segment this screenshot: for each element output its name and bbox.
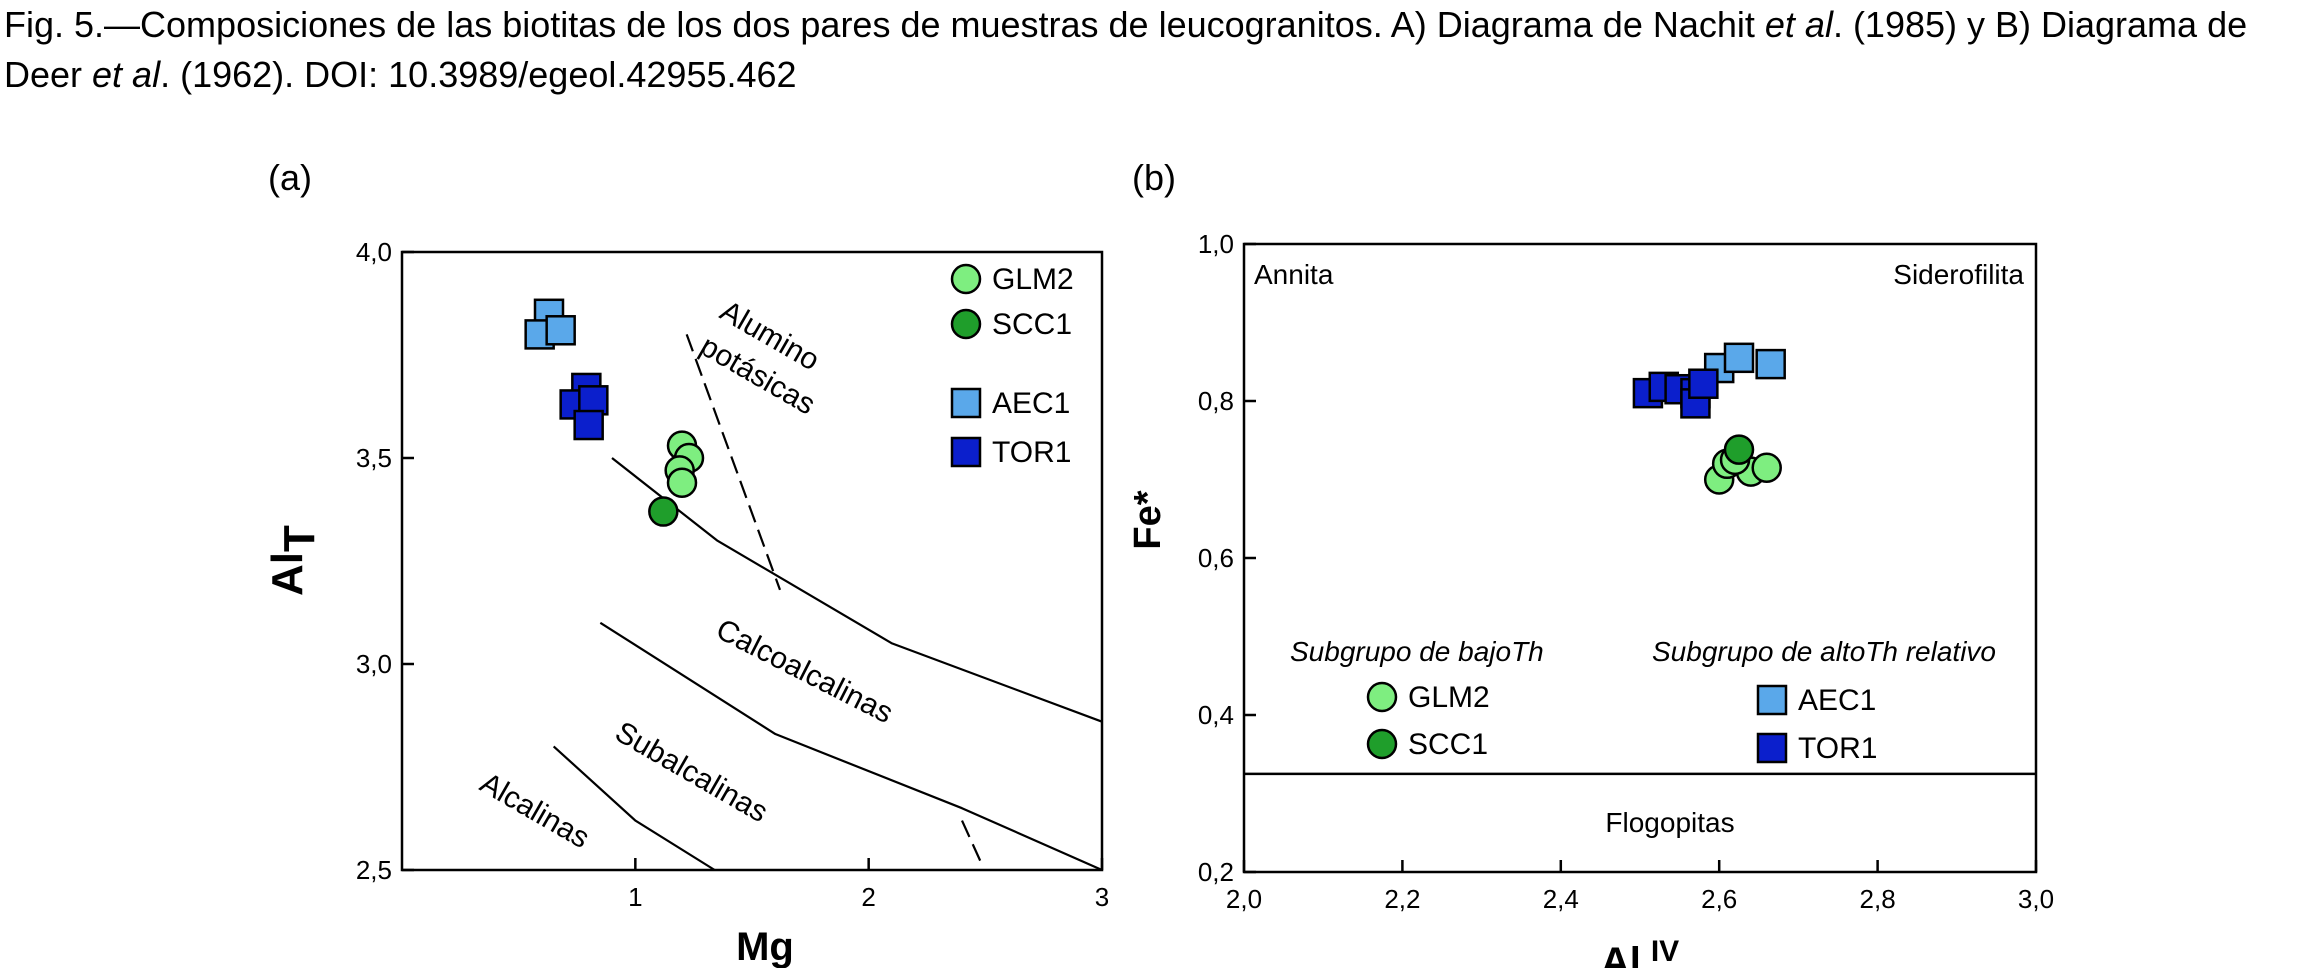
panel-a-points (524, 298, 705, 527)
legend-group-title-high-th: Subgrupo de altoTh relativo (1652, 636, 1996, 667)
panel-b-x-tick-label-2: 2,4 (1543, 884, 1579, 914)
panel-b-y-tick-label-2: 0,6 (1198, 543, 1234, 573)
region-label-subalcalinas: Subalcalinas (610, 715, 774, 829)
panel-a-legend-glm2-marker-point-0 (950, 263, 982, 295)
boundary-line-3 (685, 334, 782, 591)
panel-b-legend-glm2-label: GLM2 (1408, 681, 1490, 714)
panel-b-frame (1242, 242, 2038, 874)
panel-a-tor1-point-3 (573, 409, 604, 441)
region-label-alcalinas: Alcalinas (475, 766, 595, 855)
panel-a-ticks: 1 2 3 2,5 3,0 3,5 4,0 (356, 237, 1109, 912)
panel-a-legend: GLM2 SCC1 AEC1 TOR1 (950, 263, 1074, 469)
panel-a-ylabel-sub: T (275, 525, 324, 552)
panel-b-xlabel-main: Al (1601, 940, 1641, 968)
panel-b-legend-scc1-marker-point-0 (1366, 728, 1398, 760)
panel-a-label: (a) (268, 157, 312, 198)
corner-label-siderofilita: Siderofilita (1893, 259, 2024, 290)
region-label-flogopitas: Flogopitas (1605, 807, 1734, 838)
caption-part-3: . (1962). DOI: 10.3989/egeol.42955.462 (160, 54, 797, 95)
panel-a-x-tick-label-2: 3 (1095, 882, 1109, 912)
panel-a-ylabel: AlT (263, 525, 324, 596)
panel-a-frame (400, 250, 1104, 872)
panel-b-legend-glm2-marker-point-0 (1366, 681, 1398, 713)
panel-b-x-tick-label-4: 2,8 (1860, 884, 1896, 914)
panel-b-xlabel: Al IV (1601, 935, 1679, 968)
panel-b-x-tick-label-5: 3,0 (2018, 884, 2054, 914)
legend-group-title-low-th: Subgrupo de bajoTh (1290, 636, 1544, 667)
boundary-line-2 (552, 745, 716, 871)
panel-b-y-tick-label-4: 1,0 (1198, 229, 1234, 259)
panel-a-aec1-point-2 (545, 315, 576, 346)
panel-a-xlabel: Mg (736, 925, 794, 968)
boundary-line-4 (960, 820, 982, 863)
panel-b-scc1-point-0 (1723, 434, 1755, 465)
panel-a-y-tick-label-3: 4,0 (356, 237, 392, 267)
panel-b-glm2-point-3 (1751, 452, 1782, 483)
panel-b: (b) 2,0 2,2 2,4 2,6 2,8 3,0 0,2 0,4 0,6 0,8 1,0 An… (1127, 157, 2054, 968)
corner-label-annita: Annita (1254, 259, 1334, 290)
panel-a-legend-tor1-label: TOR1 (992, 436, 1071, 469)
panel-b-x-tick-label-1: 2,2 (1384, 884, 1420, 914)
caption-part-1: Fig. 5.—Composiciones de las biotitas de… (4, 4, 1765, 45)
boundary-line-1 (599, 621, 1103, 872)
panel-b-y-tick-label-1: 0,4 (1198, 700, 1234, 730)
panel-a: (a) 1 2 32,53,03,54,0 Alumino potásicas Ca… (263, 157, 1109, 968)
panel-b-aec1-point-2 (1755, 348, 1786, 380)
panel-a-legend-glm2-label: GLM2 (992, 263, 1074, 296)
panel-b-tor1-point-5 (1688, 368, 1719, 399)
panel-b-ticks: 2,0 2,2 2,4 2,6 2,8 3,0 0,2 0,4 0,6 0,8 1,0 (1198, 229, 2054, 914)
panel-a-legend-scc1-marker-point-0 (950, 308, 982, 340)
panel-b-ylabel: Fe* (1127, 490, 1169, 549)
panel-b-points (1632, 342, 1786, 495)
panel-a-legend-aec1-marker-point-0 (950, 387, 982, 419)
panel-b-label: (b) (1132, 157, 1176, 198)
caption-et-al-2: et al (92, 54, 161, 95)
panel-b-legend-scc1-label: SCC1 (1408, 728, 1488, 761)
panel-a-ylabel-main: Al (263, 552, 312, 596)
panel-a-y-tick-label-0: 2,5 (356, 855, 392, 885)
panel-a-y-tick-label-2: 3,5 (356, 443, 392, 473)
panel-b-legend-tor1-label: TOR1 (1798, 732, 1877, 765)
panel-a-y-tick-label-1: 3,0 (356, 649, 392, 679)
caption-et-al-1: et al (1764, 4, 1833, 45)
panel-a-legend-aec1-label: AEC1 (992, 387, 1070, 420)
panel-b-y-tick-label-3: 0,8 (1198, 386, 1234, 416)
figure-caption: Fig. 5.—Composiciones de las biotitas de… (4, 0, 2320, 100)
panel-a-glm2-point-3 (666, 467, 698, 498)
panel-b-aec1-point-1 (1723, 342, 1755, 374)
panel-a-scc1-point-0 (648, 496, 679, 527)
panel-b-xlabel-sup: IV (1651, 935, 1679, 968)
panel-b-x-tick-label-3: 2,6 (1701, 884, 1737, 914)
panel-b-legend-aec1-marker-point-0 (1756, 684, 1788, 716)
panel-b-legend: GLM2 SCC1 AEC1 TOR1 (1366, 681, 1877, 765)
panel-b-y-tick-label-0: 0,2 (1198, 857, 1234, 887)
panel-b-legend-aec1-label: AEC1 (1798, 684, 1876, 717)
panel-a-x-tick-label-1: 2 (861, 882, 875, 912)
panel-b-x-tick-label-0: 2,0 (1226, 884, 1262, 914)
caption-part-2: . (1985) y B) Diagrama de Deer (4, 4, 2248, 95)
panel-a-legend-tor1-marker-point-0 (950, 436, 982, 468)
panel-a-legend-scc1-label: SCC1 (992, 308, 1072, 341)
panel-b-legend-tor1-marker-point-0 (1756, 732, 1788, 764)
panel-a-x-tick-label-0: 1 (628, 882, 642, 912)
